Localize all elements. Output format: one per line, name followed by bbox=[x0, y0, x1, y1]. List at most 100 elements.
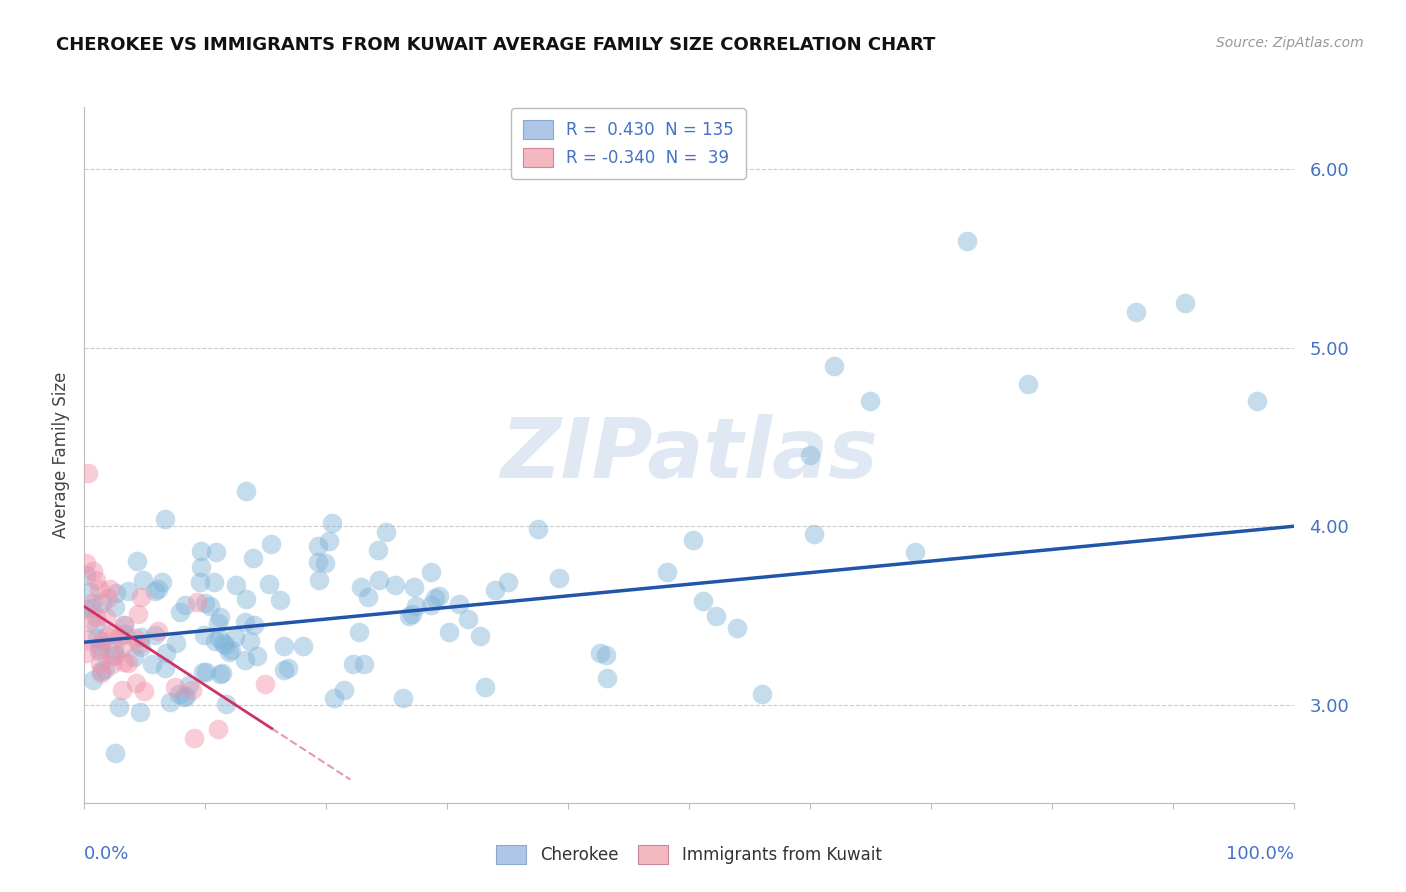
Point bbox=[1017, 376, 1039, 391]
Point bbox=[368, 574, 391, 588]
Point bbox=[470, 629, 492, 643]
Point bbox=[112, 656, 135, 670]
Point bbox=[141, 657, 163, 671]
Point bbox=[125, 554, 148, 568]
Point bbox=[420, 566, 443, 580]
Point bbox=[194, 665, 217, 680]
Point bbox=[219, 643, 242, 657]
Point bbox=[167, 687, 190, 701]
Point bbox=[259, 576, 281, 591]
Point bbox=[165, 636, 187, 650]
Point bbox=[239, 634, 262, 648]
Point bbox=[803, 527, 825, 541]
Point bbox=[155, 646, 177, 660]
Point bbox=[218, 645, 240, 659]
Point bbox=[496, 575, 519, 590]
Point bbox=[904, 544, 927, 558]
Point bbox=[124, 676, 146, 690]
Point bbox=[589, 646, 612, 660]
Point bbox=[323, 691, 346, 706]
Point bbox=[181, 683, 204, 698]
Point bbox=[190, 544, 212, 558]
Point bbox=[449, 598, 471, 612]
Point bbox=[146, 624, 169, 638]
Point bbox=[375, 524, 398, 539]
Point bbox=[190, 559, 212, 574]
Point bbox=[527, 522, 550, 536]
Point bbox=[273, 640, 295, 654]
Point bbox=[427, 589, 450, 603]
Point bbox=[321, 516, 343, 531]
Point bbox=[103, 642, 125, 657]
Point bbox=[235, 592, 257, 607]
Point bbox=[86, 610, 108, 624]
Point bbox=[405, 599, 427, 614]
Point bbox=[242, 551, 264, 566]
Text: Source: ZipAtlas.com: Source: ZipAtlas.com bbox=[1216, 36, 1364, 50]
Point bbox=[104, 600, 127, 615]
Point bbox=[224, 630, 246, 644]
Legend: Cherokee, Immigrants from Kuwait: Cherokee, Immigrants from Kuwait bbox=[489, 838, 889, 871]
Point bbox=[484, 582, 506, 597]
Point bbox=[214, 638, 236, 652]
Point bbox=[823, 359, 845, 373]
Point bbox=[314, 556, 336, 570]
Point bbox=[105, 586, 128, 600]
Point bbox=[97, 591, 120, 606]
Point bbox=[419, 598, 441, 612]
Point bbox=[104, 746, 127, 760]
Point bbox=[202, 575, 225, 590]
Point bbox=[159, 695, 181, 709]
Point bbox=[82, 564, 104, 578]
Point bbox=[112, 618, 135, 632]
Point bbox=[77, 615, 100, 629]
Point bbox=[108, 700, 131, 714]
Point bbox=[191, 665, 214, 679]
Point bbox=[799, 448, 821, 462]
Point bbox=[207, 722, 229, 736]
Point bbox=[392, 690, 415, 705]
Point bbox=[956, 234, 979, 248]
Point bbox=[98, 582, 121, 596]
Point bbox=[90, 596, 112, 610]
Point bbox=[75, 646, 97, 660]
Point bbox=[117, 657, 139, 671]
Point bbox=[357, 591, 380, 605]
Point bbox=[211, 665, 233, 680]
Point bbox=[111, 683, 134, 698]
Point bbox=[204, 545, 226, 559]
Point bbox=[1174, 296, 1197, 310]
Point bbox=[655, 565, 678, 579]
Point bbox=[122, 650, 145, 665]
Point bbox=[367, 542, 389, 557]
Point bbox=[859, 394, 882, 409]
Point bbox=[292, 639, 315, 653]
Point bbox=[112, 640, 135, 655]
Point bbox=[682, 533, 704, 547]
Point bbox=[128, 705, 150, 719]
Point bbox=[90, 666, 112, 681]
Point bbox=[277, 660, 299, 674]
Point bbox=[235, 484, 257, 499]
Point bbox=[79, 585, 101, 599]
Point bbox=[1125, 305, 1147, 319]
Point bbox=[235, 615, 257, 629]
Point bbox=[318, 533, 340, 548]
Point bbox=[474, 680, 496, 694]
Point bbox=[308, 573, 330, 587]
Point bbox=[150, 575, 173, 590]
Point bbox=[84, 618, 107, 632]
Point bbox=[225, 577, 247, 591]
Point bbox=[96, 629, 118, 643]
Point bbox=[233, 653, 256, 667]
Point bbox=[177, 678, 200, 692]
Point bbox=[174, 689, 197, 703]
Point bbox=[186, 595, 208, 609]
Point bbox=[595, 648, 617, 662]
Point bbox=[243, 618, 266, 632]
Point bbox=[457, 612, 479, 626]
Point bbox=[76, 633, 98, 648]
Point bbox=[108, 630, 131, 644]
Text: 100.0%: 100.0% bbox=[1226, 845, 1294, 863]
Y-axis label: Average Family Size: Average Family Size bbox=[52, 372, 70, 538]
